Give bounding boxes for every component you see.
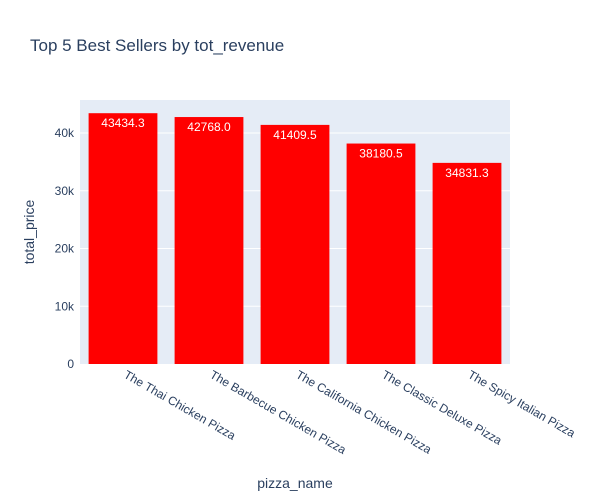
bar[interactable] (260, 124, 330, 364)
bar-value-label: 43434.3 (101, 116, 145, 130)
bar-value-label: 34831.3 (445, 166, 489, 180)
y-axis-ticks: 0 10k 20k 30k 40k (55, 126, 75, 371)
x-axis-title: pizza_name (257, 475, 333, 491)
chart-title: Top 5 Best Sellers by tot_revenue (30, 36, 284, 55)
bar-value-label: 41409.5 (273, 128, 317, 142)
y-tick-label: 20k (55, 242, 75, 256)
y-axis-title: total_price (21, 199, 37, 264)
y-tick-label: 0 (67, 357, 74, 371)
bar[interactable] (346, 143, 416, 364)
bar[interactable] (174, 117, 244, 364)
bar-value-label: 42768.0 (187, 120, 231, 134)
bar[interactable] (432, 162, 502, 364)
bar[interactable] (88, 113, 158, 364)
y-tick-label: 40k (55, 126, 75, 140)
x-tick-label: The Barbecue Chicken Pizza (208, 367, 349, 457)
x-tick-label: The California Chicken Pizza (294, 367, 435, 456)
y-tick-label: 30k (55, 184, 75, 198)
y-tick-label: 10k (55, 299, 75, 313)
bar-value-label: 38180.5 (359, 147, 403, 161)
bars: 43434.3 42768.0 41409.5 38180.5 34831.3 (88, 113, 502, 364)
